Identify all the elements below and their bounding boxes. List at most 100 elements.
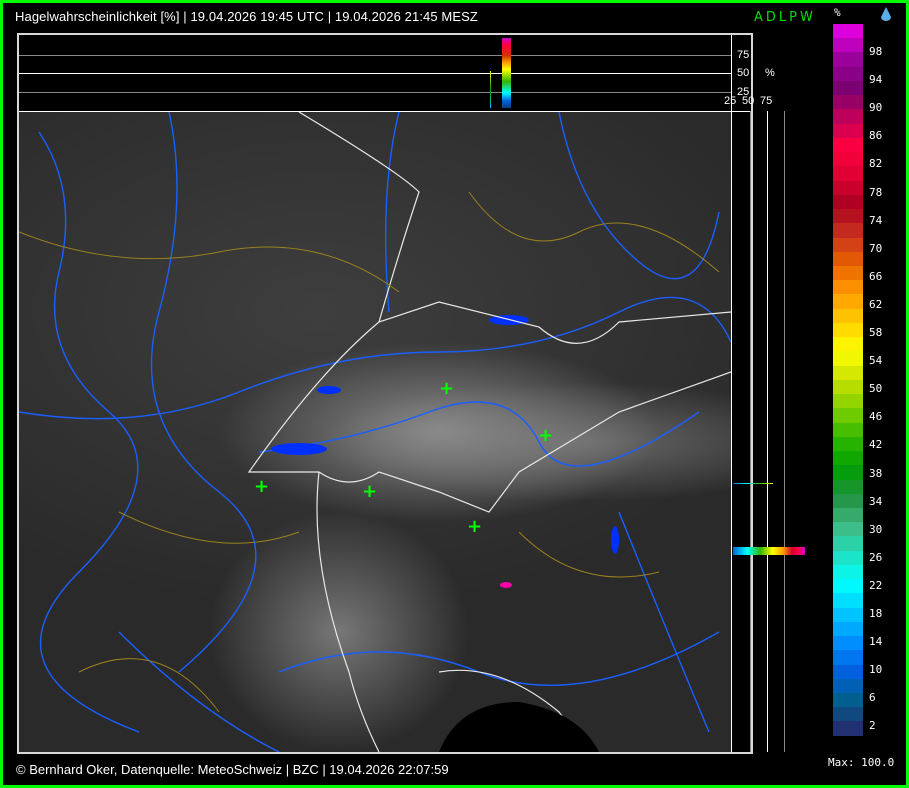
gridline-75: [784, 111, 785, 752]
legend-swatch: [833, 123, 863, 138]
legend-swatch: [833, 180, 863, 195]
legend-label: 46: [869, 410, 883, 424]
tick-75: 75: [737, 49, 750, 61]
legend-swatch: [833, 379, 863, 395]
legend-swatch: [833, 337, 863, 352]
lightning-marker: +: [439, 378, 455, 399]
legend-swatch: [833, 294, 863, 309]
rivers: [19, 112, 731, 752]
legend-swatch: [833, 579, 863, 594]
legend-swatch: [833, 223, 863, 238]
legend-swatch: [833, 664, 863, 679]
tick-50: 50: [737, 67, 750, 79]
legend-label: 50: [869, 382, 883, 396]
legend-label: 78: [869, 185, 883, 199]
legend-swatch: [833, 436, 863, 452]
color-legend: [833, 24, 863, 736]
gridline-50: [19, 73, 731, 74]
lightning-marker: +: [362, 481, 378, 502]
legend-label: 74: [869, 213, 883, 227]
legend-label: 34: [869, 494, 883, 508]
legend-label: 54: [869, 354, 883, 368]
legend-swatch: [833, 408, 863, 423]
profile-line: [733, 483, 773, 484]
legend-label: 22: [869, 578, 883, 592]
legend-swatch: [833, 237, 863, 252]
legend-swatch: [833, 52, 863, 67]
legend-swatch: [833, 536, 863, 551]
sea: [439, 702, 599, 752]
legend-swatch: [833, 451, 863, 466]
legend-label: 58: [869, 326, 883, 339]
legend-swatch: [833, 621, 863, 637]
legend-label: 10: [869, 663, 883, 677]
map-overlay: [19, 112, 731, 752]
country-borders: [247, 112, 731, 752]
legend-label: 62: [869, 297, 883, 311]
legend-swatch: [833, 308, 863, 323]
legend-label: 42: [869, 438, 883, 452]
hail-cell: [500, 582, 512, 588]
tick-75: 75: [760, 95, 773, 107]
legend-swatch: [833, 322, 863, 338]
legend-swatch: [833, 650, 863, 665]
legend-label: 14: [869, 635, 883, 649]
profile-bar: [502, 38, 511, 108]
radar-panel: 75 50 % 25: [17, 33, 805, 754]
legend-max: Max: 100.0: [828, 756, 895, 769]
product-code: ADLPW: [754, 10, 816, 25]
legend-swatch: [833, 593, 863, 608]
legend-swatch: [833, 209, 863, 224]
water-drop-icon: [881, 7, 891, 21]
legend-label: 90: [869, 101, 883, 115]
map-view[interactable]: + + + + +: [19, 112, 731, 752]
legend-swatch: [833, 351, 863, 366]
legend-swatch: [833, 479, 863, 494]
footer-credit: © Bernhard Oker, Datenquelle: MeteoSchwe…: [16, 762, 449, 777]
legend-label: 38: [869, 466, 883, 480]
legend-swatch: [833, 493, 863, 508]
lightning-marker: +: [538, 425, 554, 446]
legend-swatch: [833, 152, 863, 167]
gridline-50: [767, 111, 768, 752]
tick-25: 25: [737, 86, 750, 98]
regional-borders: [19, 191, 720, 713]
legend-swatch: [833, 95, 863, 110]
unit-label: %: [765, 67, 775, 79]
legend-label: 82: [869, 157, 883, 171]
legend-label: 26: [869, 550, 883, 564]
legend-swatch: [833, 564, 863, 580]
legend-swatch: [833, 394, 863, 409]
page-title: Hagelwahrscheinlichkeit [%] | 19.04.2026…: [15, 9, 478, 24]
legend-label: 98: [869, 45, 883, 58]
legend-swatch: [833, 365, 863, 380]
legend-swatch: [833, 280, 863, 295]
legend-swatch: [833, 194, 863, 210]
profile-line: [490, 71, 491, 108]
legend-swatch: [833, 109, 863, 124]
legend-swatch: [833, 522, 863, 537]
profile-bar: [733, 547, 805, 555]
legend-swatch: [833, 251, 863, 266]
legend-label: 94: [869, 73, 883, 87]
legend-swatch: [833, 137, 863, 153]
legend-swatch: [833, 607, 863, 622]
legend-swatch: [833, 265, 863, 281]
legend-swatch: [833, 507, 863, 523]
legend-swatch: [833, 693, 863, 708]
legend-label: 86: [869, 129, 883, 143]
lightning-marker: +: [467, 516, 483, 537]
top-profile-chart: 75 50 % 25: [19, 35, 775, 112]
legend-label: 18: [869, 607, 883, 620]
lakes: [271, 315, 619, 554]
legend-swatch: [833, 80, 863, 96]
legend-swatch: [833, 721, 863, 736]
legend-swatch: [833, 636, 863, 651]
legend-swatch: [833, 38, 863, 53]
legend-swatch: [833, 465, 863, 480]
legend-label: 70: [869, 241, 883, 255]
gridline-75: [19, 55, 731, 56]
legend-swatch: [833, 24, 863, 39]
legend-label: 30: [869, 522, 883, 536]
tick-25: 25: [724, 95, 737, 107]
